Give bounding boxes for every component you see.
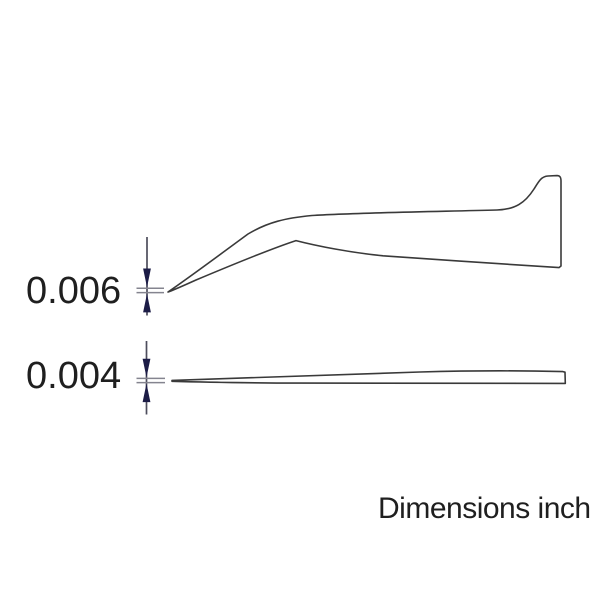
arrow-up-icon	[142, 383, 151, 403]
dimension-value-top: 0.006	[26, 270, 122, 312]
dimension-marker-bottom	[136, 341, 165, 415]
arrow-up-icon	[143, 293, 151, 313]
arrow-down-icon	[143, 268, 151, 288]
flat-tip-profile	[171, 370, 567, 385]
arrow-down-icon	[142, 358, 151, 378]
units-note: Dimensions inch	[378, 492, 591, 525]
dimension-marker-top	[136, 237, 164, 316]
curved-tip-profile	[167, 174, 562, 293]
dimension-value-bottom: 0.004	[26, 355, 122, 397]
